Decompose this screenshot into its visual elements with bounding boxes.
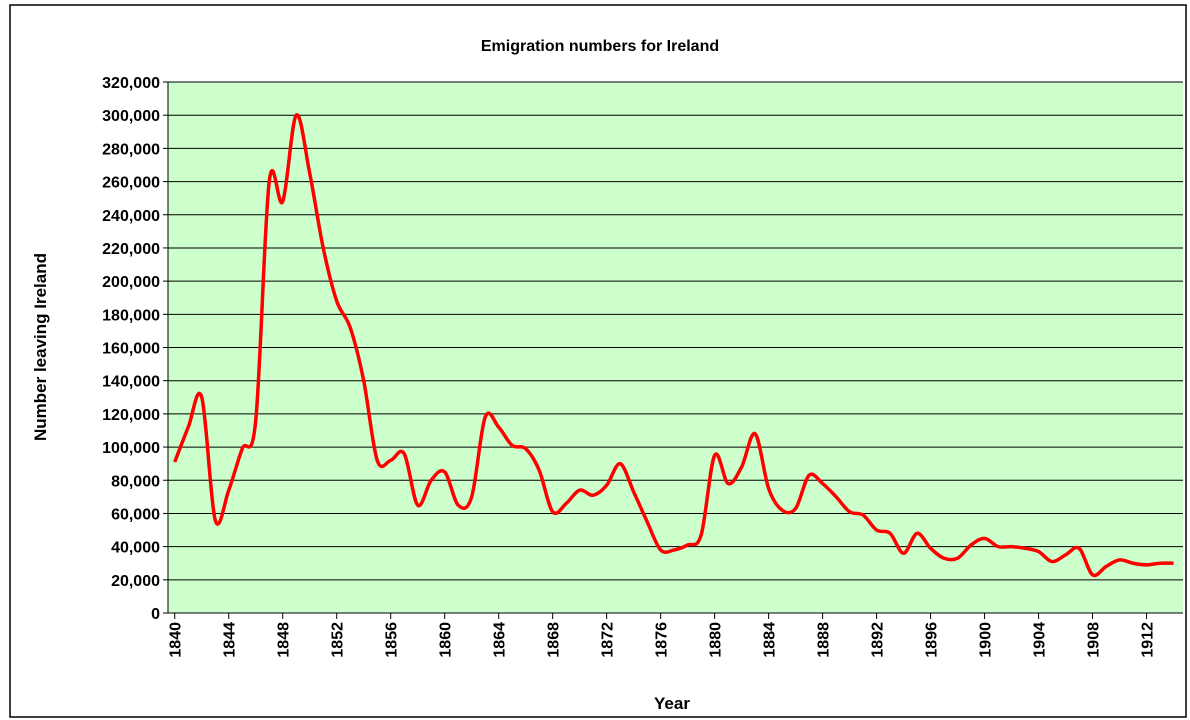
x-tick-label: 1912 [1140, 622, 1157, 658]
y-tick-label: 260,000 [102, 175, 160, 192]
y-tick-label: 320,000 [102, 75, 160, 92]
y-tick-label: 180,000 [102, 307, 160, 324]
x-tick-label: 1908 [1086, 622, 1103, 658]
x-tick-label: 1904 [1032, 622, 1049, 658]
y-tick-label: 280,000 [102, 141, 160, 158]
y-tick-label: 120,000 [102, 407, 160, 424]
y-tick-label: 220,000 [102, 241, 160, 258]
y-tick-label: 160,000 [102, 341, 160, 358]
y-tick-label: 40,000 [111, 540, 160, 557]
data-line [173, 113, 1174, 578]
y-tick-label: 240,000 [102, 208, 160, 225]
y-tick-label: 100,000 [102, 440, 160, 457]
x-tick-label: 1856 [384, 622, 401, 658]
x-tick-label: 1900 [978, 622, 995, 658]
y-tick-label: 60,000 [111, 506, 160, 523]
y-axis-title: Number leaving Ireland [31, 253, 50, 441]
x-tick-label: 1876 [654, 622, 671, 658]
y-tick-label: 140,000 [102, 374, 160, 391]
x-tick-label: 1896 [924, 622, 941, 658]
x-tick-label: 1852 [330, 622, 347, 658]
y-tick-label: 20,000 [111, 573, 160, 590]
y-tick-label: 80,000 [111, 473, 160, 490]
x-tick-label: 1848 [276, 622, 293, 658]
x-tick-label: 1844 [222, 622, 239, 658]
x-tick-label: 1860 [438, 622, 455, 658]
chart-title: Emigration numbers for Ireland [481, 38, 719, 55]
x-tick-label: 1868 [546, 622, 563, 658]
x-axis-title: Year [654, 694, 690, 713]
x-tick-label: 1892 [870, 622, 887, 658]
y-tick-label: 200,000 [102, 274, 160, 291]
x-tick-label: 1872 [600, 622, 617, 658]
y-tick-label: 300,000 [102, 108, 160, 125]
x-tick-label: 1884 [762, 622, 779, 658]
x-tick-label: 1840 [168, 622, 185, 658]
x-tick-label: 1880 [708, 622, 725, 658]
x-tick-label: 1864 [492, 622, 509, 658]
y-tick-label: 0 [151, 606, 160, 623]
x-tick-label: 1888 [816, 622, 833, 658]
